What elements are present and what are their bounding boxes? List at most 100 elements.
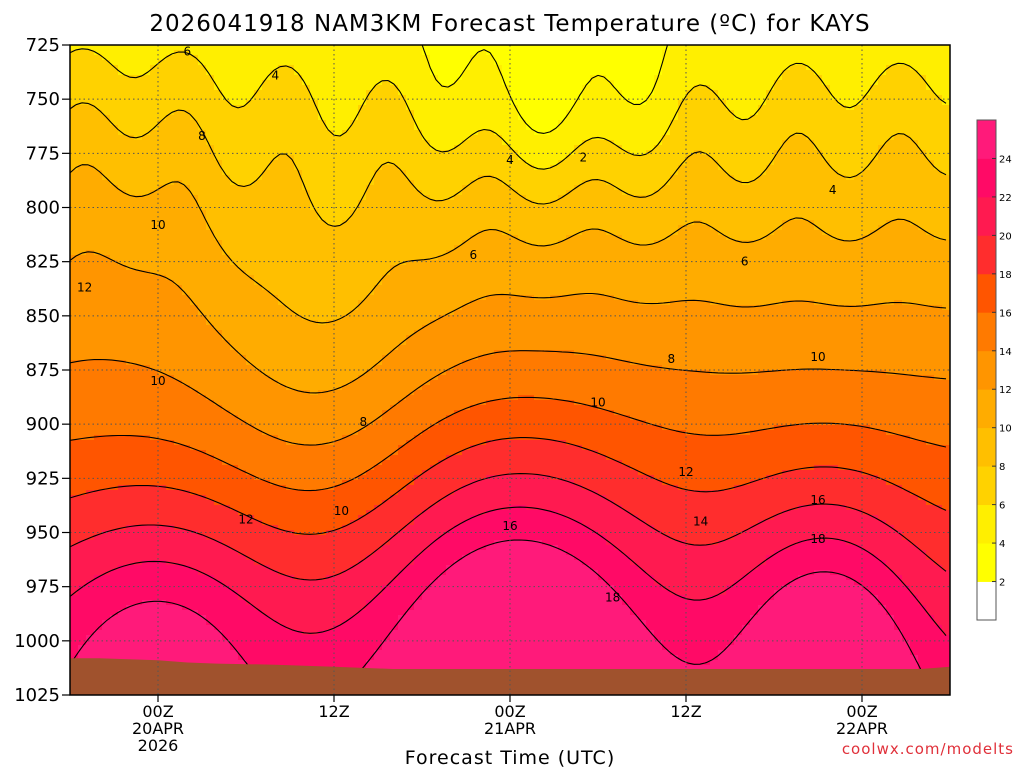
temperature-cell <box>286 530 295 536</box>
temperature-cell <box>286 275 295 281</box>
temperature-cell <box>86 170 95 176</box>
temperature-cell <box>166 585 175 591</box>
temperature-cell <box>230 535 239 541</box>
temperature-cell <box>118 185 127 191</box>
temperature-cell <box>270 120 279 126</box>
temperature-cell <box>286 300 295 306</box>
temperature-cell <box>270 210 279 216</box>
temperature-cell <box>86 630 95 636</box>
temperature-cell <box>126 590 135 596</box>
temperature-cell <box>182 375 191 381</box>
temperature-cell <box>142 255 151 261</box>
temperature-cell <box>342 495 351 501</box>
temperature-cell <box>214 140 223 146</box>
temperature-cell <box>150 385 159 391</box>
temperature-cell <box>278 445 287 451</box>
temperature-cell <box>126 365 135 371</box>
temperature-cell <box>118 570 127 576</box>
temperature-cell <box>190 305 199 311</box>
temperature-cell <box>174 95 183 101</box>
temperature-cell <box>278 450 287 456</box>
temperature-cell <box>366 95 375 101</box>
temperature-cell <box>86 625 95 631</box>
temperature-cell <box>70 455 79 461</box>
temperature-cell <box>206 385 215 391</box>
temperature-cell <box>70 320 79 326</box>
temperature-cell <box>134 585 143 591</box>
temperature-cell <box>214 130 223 136</box>
temperature-cell <box>222 545 231 551</box>
temperature-cell <box>166 525 175 531</box>
temperature-cell <box>230 505 239 511</box>
temperature-cell <box>182 415 191 421</box>
temperature-cell <box>94 435 103 441</box>
temperature-cell <box>286 210 295 216</box>
temperature-cell <box>142 170 151 176</box>
temperature-cell <box>278 370 287 376</box>
temperature-cell <box>342 265 351 271</box>
temperature-cell <box>94 335 103 341</box>
temperature-cell <box>270 605 279 611</box>
temperature-cell <box>270 660 279 666</box>
temperature-cell <box>238 125 247 131</box>
temperature-cell <box>342 285 351 291</box>
temperature-cell <box>230 70 239 76</box>
temperature-cell <box>230 545 239 551</box>
temperature-cell <box>198 215 207 221</box>
temperature-cell <box>254 515 263 521</box>
temperature-cell <box>238 180 247 186</box>
temperature-cell <box>302 285 311 291</box>
temperature-cell <box>238 560 247 566</box>
temperature-cell <box>198 155 207 161</box>
temperature-cell <box>190 170 199 176</box>
temperature-cell <box>350 590 359 596</box>
temperature-cell <box>222 150 231 156</box>
temperature-cell <box>214 170 223 176</box>
temperature-cell <box>366 325 375 331</box>
temperature-cell <box>198 135 207 141</box>
temperature-cell <box>310 55 319 61</box>
temperature-cell <box>150 350 159 356</box>
temperature-cell <box>198 435 207 441</box>
temperature-cell <box>374 170 383 176</box>
temperature-cell <box>350 80 359 86</box>
temperature-cell <box>326 75 335 81</box>
temperature-cell <box>262 450 271 456</box>
temperature-cell <box>230 615 239 621</box>
temperature-cell <box>190 55 199 61</box>
temperature-cell <box>318 80 327 86</box>
temperature-cell <box>270 290 279 296</box>
temperature-cell <box>190 165 199 171</box>
temperature-cell <box>222 590 231 596</box>
temperature-cell <box>142 95 151 101</box>
temperature-cell <box>278 375 287 381</box>
temperature-cell <box>246 320 255 326</box>
temperature-cell <box>86 605 95 611</box>
temperature-cell <box>302 480 311 486</box>
temperature-cell <box>326 120 335 126</box>
temperature-cell <box>166 305 175 311</box>
temperature-cell <box>190 80 199 86</box>
temperature-cell <box>134 155 143 161</box>
temperature-cell <box>230 565 239 571</box>
temperature-cell <box>222 55 231 61</box>
temperature-cell <box>294 365 303 371</box>
temperature-cell <box>350 305 359 311</box>
temperature-cell <box>294 100 303 106</box>
temperature-cell <box>294 315 303 321</box>
temperature-cell <box>86 300 95 306</box>
temperature-cell <box>198 400 207 406</box>
temperature-cell <box>270 295 279 301</box>
temperature-cell <box>222 90 231 96</box>
temperature-cell <box>294 285 303 291</box>
temperature-cell <box>286 525 295 531</box>
temperature-cell <box>150 290 159 296</box>
temperature-cell <box>246 510 255 516</box>
temperature-cell <box>166 445 175 451</box>
temperature-cell <box>190 570 199 576</box>
temperature-cell <box>94 175 103 181</box>
temperature-cell <box>94 595 103 601</box>
temperature-cell <box>286 305 295 311</box>
temperature-cell <box>110 135 119 141</box>
temperature-cell <box>158 195 167 201</box>
